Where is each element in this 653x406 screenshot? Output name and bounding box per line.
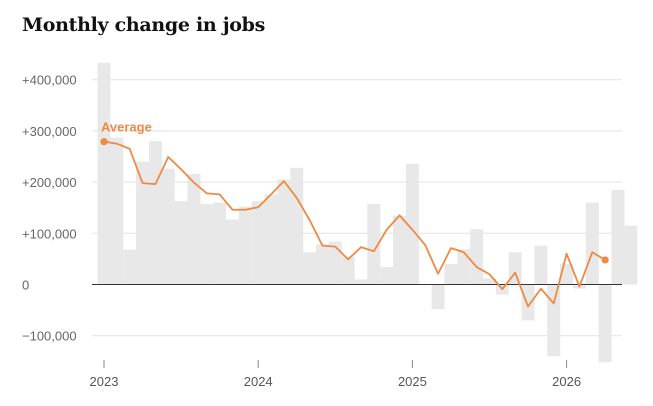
- bar: [470, 229, 484, 285]
- y-tick-label: +100,000: [22, 226, 77, 241]
- bar: [534, 245, 548, 285]
- x-tick-label: 2026: [552, 374, 581, 389]
- bar: [303, 252, 317, 285]
- bar: [405, 163, 419, 285]
- x-tick-label: 2025: [398, 374, 427, 389]
- average-start-point: [100, 138, 108, 146]
- bar: [97, 62, 111, 285]
- bar: [226, 219, 239, 285]
- average-line: Average: [100, 120, 609, 308]
- y-tick-label: +200,000: [22, 175, 77, 190]
- bar: [174, 201, 188, 285]
- bar: [380, 267, 394, 285]
- bar: [200, 204, 214, 285]
- y-tick-label: +400,000: [22, 73, 77, 88]
- bar: [161, 168, 175, 285]
- bar: [251, 201, 265, 285]
- chart-title: Monthly change in jobs: [22, 14, 266, 36]
- average-line-path: [103, 140, 606, 308]
- bar: [123, 249, 137, 285]
- x-tick-label: 2024: [244, 374, 273, 389]
- bar: [431, 284, 445, 310]
- bar: [238, 206, 252, 285]
- y-tick-label: −100,000: [22, 329, 77, 344]
- bar: [264, 194, 278, 285]
- bar: [354, 279, 368, 285]
- bar-series: [97, 62, 638, 363]
- y-axis-labels: +400,000 +300,000 +200,000 +100,000 0 −100,00…: [22, 73, 77, 344]
- bar: [290, 167, 304, 285]
- bar: [624, 225, 638, 285]
- y-tick-label: +300,000: [22, 124, 77, 139]
- bar: [110, 137, 124, 285]
- bar: [277, 179, 291, 285]
- bar: [521, 284, 535, 321]
- bar: [585, 202, 599, 285]
- bar: [367, 204, 381, 285]
- average-end-point: [601, 256, 609, 264]
- bar: [393, 215, 407, 285]
- bar: [444, 264, 458, 285]
- bar: [136, 161, 150, 285]
- average-label: Average: [101, 120, 152, 135]
- y-tick-label: 0: [22, 278, 29, 293]
- bar: [341, 256, 355, 285]
- bar: [315, 244, 329, 285]
- x-tick-label: 2023: [90, 374, 119, 389]
- bar: [547, 284, 561, 357]
- bar: [611, 189, 625, 285]
- bar: [148, 141, 162, 285]
- bar: [598, 284, 612, 363]
- bar: [483, 278, 496, 285]
- bar: [187, 173, 201, 285]
- x-axis: 2023 2024 2025 2026: [90, 360, 581, 389]
- bar: [457, 249, 471, 285]
- gridlines: [92, 79, 622, 337]
- bar: [213, 202, 227, 285]
- bar: [328, 241, 342, 285]
